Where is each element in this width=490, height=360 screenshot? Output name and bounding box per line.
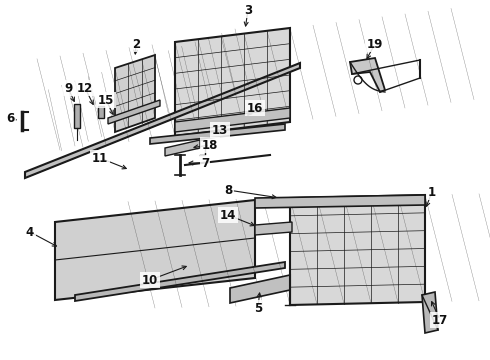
Polygon shape — [175, 28, 290, 136]
Polygon shape — [55, 200, 255, 300]
Polygon shape — [165, 140, 200, 156]
Text: 11: 11 — [92, 152, 108, 165]
Text: 7: 7 — [201, 157, 209, 170]
Text: 2: 2 — [132, 37, 140, 50]
Polygon shape — [175, 108, 290, 132]
Text: 4: 4 — [26, 225, 34, 239]
Text: 19: 19 — [367, 37, 383, 50]
Text: 17: 17 — [432, 314, 448, 327]
Text: 1: 1 — [428, 185, 436, 198]
Polygon shape — [108, 100, 160, 124]
Polygon shape — [75, 262, 285, 301]
Text: 5: 5 — [254, 302, 262, 315]
Text: 16: 16 — [247, 102, 263, 114]
Text: 15: 15 — [98, 94, 114, 107]
Text: 9: 9 — [64, 81, 72, 95]
Text: 13: 13 — [212, 123, 228, 136]
Text: 18: 18 — [202, 139, 218, 152]
Text: 8: 8 — [224, 184, 232, 197]
Polygon shape — [290, 195, 425, 305]
Polygon shape — [230, 275, 290, 303]
Polygon shape — [350, 58, 385, 92]
Text: 12: 12 — [77, 81, 93, 95]
Text: 10: 10 — [142, 274, 158, 287]
Polygon shape — [115, 55, 155, 132]
Text: 3: 3 — [244, 4, 252, 17]
Polygon shape — [98, 106, 104, 118]
Text: 14: 14 — [220, 208, 236, 221]
Polygon shape — [150, 124, 285, 144]
Text: 6: 6 — [6, 112, 14, 125]
Polygon shape — [25, 63, 300, 178]
Polygon shape — [255, 195, 425, 208]
Polygon shape — [255, 222, 292, 235]
Polygon shape — [422, 292, 438, 333]
Polygon shape — [74, 104, 80, 128]
